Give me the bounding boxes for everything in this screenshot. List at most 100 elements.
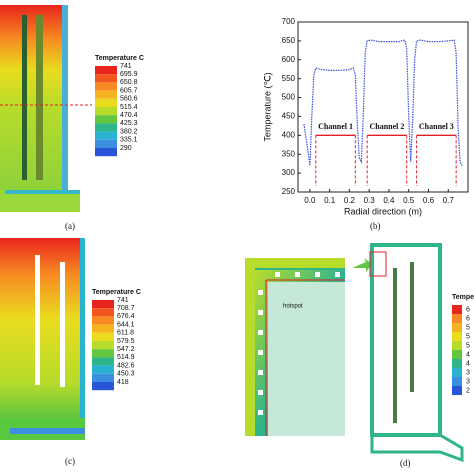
legend-swatch: [95, 131, 117, 140]
legend-label: 644.1: [117, 321, 135, 328]
channel-label: Channel 2: [370, 122, 405, 131]
x-tick-label: 0.3: [364, 196, 376, 205]
legend-label: 579.5: [117, 338, 135, 345]
legend-swatch: [92, 349, 114, 358]
legend-swatch: [95, 82, 117, 91]
contour-a: [0, 5, 92, 212]
y-tick-label: 250: [282, 187, 296, 196]
legend-swatch: [95, 66, 117, 75]
channel-label: Channel 1: [318, 122, 353, 131]
legend-label: 676.4: [117, 313, 135, 320]
legend-label: 4: [466, 360, 470, 367]
x-tick-label: 0.1: [324, 196, 336, 205]
legend-label: 611.8: [117, 330, 134, 337]
legend-label: 380.2: [120, 128, 138, 135]
channel-label: Channel 3: [419, 122, 454, 131]
zoom-arrow: [352, 258, 372, 272]
legend-label: 515.4: [120, 104, 138, 111]
legend-swatch: [452, 341, 462, 350]
legend-swatch: [452, 377, 462, 386]
panel-label: (d): [400, 458, 411, 468]
legend-swatch: [95, 74, 117, 83]
legend-label: 560.6: [120, 96, 138, 103]
legend-swatch: [95, 123, 117, 132]
legend-swatch: [95, 98, 117, 107]
legend-label: 741: [117, 297, 129, 304]
legend-swatch: [92, 308, 114, 317]
legend-swatch: [452, 314, 462, 323]
hotspot-label: hotspot: [283, 304, 303, 310]
legend: Tempe 6 6 5 5 5 4 4 3 3 2: [452, 294, 474, 395]
legend-label: 2: [466, 387, 470, 394]
legend-swatch: [452, 332, 462, 341]
x-tick-label: 0.4: [383, 196, 395, 205]
legend-swatch: [92, 382, 114, 391]
legend-label: 708.7: [117, 305, 135, 312]
contour-c: [0, 238, 85, 440]
legend-swatch: [92, 373, 114, 382]
legend-label: 450.3: [117, 371, 135, 378]
legend-swatch: [95, 139, 117, 148]
legend-label: 6: [466, 315, 470, 322]
legend-swatch: [92, 324, 114, 333]
chart: 250 300 350 400 450 500 550 600 650 700 0.0 0.1 0.2 0…: [262, 17, 469, 231]
contour-d: [369, 243, 464, 463]
panel-label: (a): [65, 221, 75, 231]
panel-label: (c): [65, 456, 75, 466]
legend-label: 418: [117, 379, 129, 386]
plot-frame: [297, 21, 469, 193]
legend-swatch: [452, 359, 462, 368]
legend-label: 425.3: [120, 120, 138, 127]
legend-swatch: [95, 90, 117, 99]
y-tick-label: 550: [282, 74, 296, 83]
legend-swatch: [95, 115, 117, 124]
legend-label: 290: [120, 145, 132, 152]
legend-label: 5: [466, 324, 470, 331]
legend-label: 4: [466, 351, 470, 358]
y-tick-label: 400: [282, 130, 296, 139]
legend-swatch: [452, 323, 462, 332]
legend-swatch: [95, 107, 117, 116]
legend-label: 741: [120, 63, 132, 70]
legend-label: 6: [466, 306, 470, 313]
legend-title: Temperature C: [92, 289, 141, 296]
data-line: [303, 39, 463, 166]
y-tick-label: 700: [282, 17, 296, 26]
legend-swatch: [452, 350, 462, 359]
y-tick-label: 500: [282, 93, 296, 102]
legend-label: 482.6: [117, 362, 135, 369]
y-axis-label: Temperature (℃): [262, 72, 272, 141]
legend-label: 5: [466, 333, 470, 340]
legend-label: 514.9: [117, 354, 135, 361]
legend-title: Temperature C: [95, 55, 144, 62]
x-tick-label: 0.2: [344, 196, 356, 205]
legend-swatch: [452, 386, 462, 395]
legend-label: 695.9: [120, 71, 138, 78]
legend-title: Tempe: [452, 294, 474, 301]
legend-swatch: [92, 332, 114, 341]
legend-label: 605.7: [120, 87, 138, 94]
x-tick-label: 0.6: [423, 196, 435, 205]
legend-label: 335.1: [120, 137, 138, 144]
legend-label: 5: [466, 342, 470, 349]
x-tick-label: 0.7: [443, 196, 455, 205]
y-tick-label: 450: [282, 112, 296, 121]
legend-swatch: [92, 300, 114, 309]
legend-swatch: [92, 316, 114, 325]
legend-swatch: [95, 148, 117, 157]
legend-swatch: [452, 368, 462, 377]
x-tick-label: 0.5: [403, 196, 415, 205]
y-tick-label: 650: [282, 36, 296, 45]
legend-label: 470.4: [120, 112, 138, 119]
contour-d-zoom: [245, 258, 345, 436]
legend-swatch: [92, 341, 114, 350]
y-tick-label: 600: [282, 55, 296, 64]
legend-swatch: [92, 357, 114, 366]
y-tick-label: 350: [282, 149, 296, 158]
x-tick-label: 0.0: [304, 196, 316, 205]
legend-swatch: [92, 365, 114, 374]
legend-label: 3: [466, 378, 470, 385]
legend-label: 650.8: [120, 79, 138, 86]
